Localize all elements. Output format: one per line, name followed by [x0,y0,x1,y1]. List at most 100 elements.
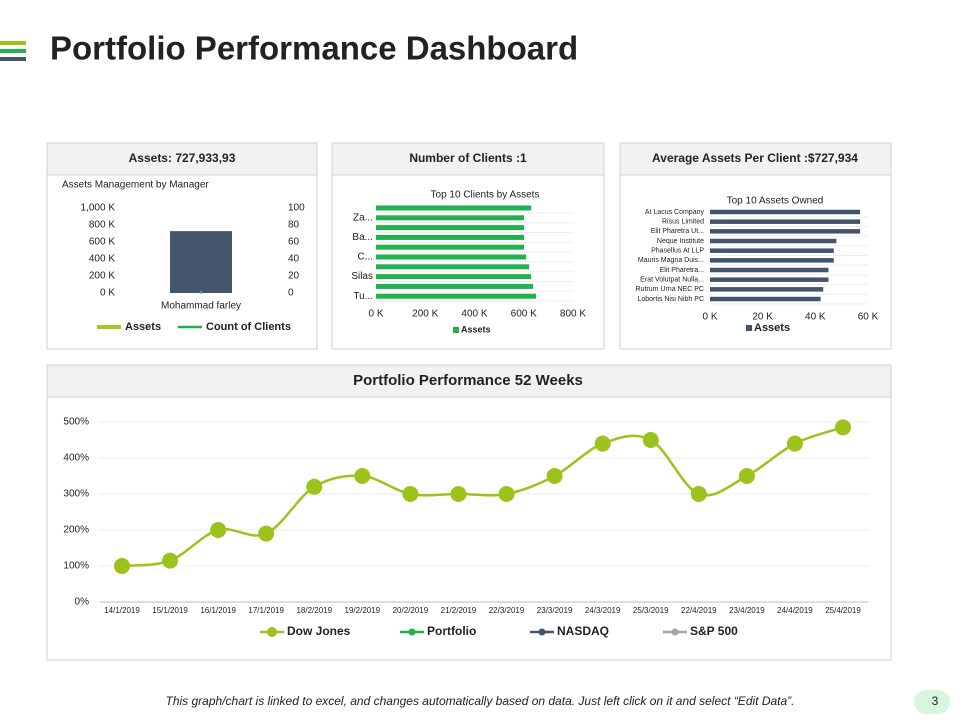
y-tick-label: Lobortis Nisi Nibh PC [637,296,704,303]
legend-label: Assets [125,321,161,333]
panel-title: Number of Clients :1 [409,151,527,165]
header-bar [0,49,26,53]
point [306,478,323,495]
legend-label: Portfolio [427,624,476,638]
bar [376,293,537,299]
y-tick-label: Ba... [352,232,373,243]
y-tick-label: C... [357,252,373,263]
panel [46,364,892,661]
y2-tick-label: 0 [288,288,294,299]
bar [376,264,530,270]
y-tick-label: Elit Pharetra Ut... [651,228,704,235]
legend-label: Dow Jones [287,624,351,638]
point [498,486,515,502]
legend-label: Count of Clients [206,321,291,333]
y-tick-label: 200% [63,525,89,536]
series-line [121,426,844,568]
footer-note: This graph/chart is linked to excel, and… [166,694,795,708]
bar [710,258,834,263]
y-tick-label: 1,000 K [81,203,116,214]
y2-tick-label: 20 [288,271,300,282]
line-point [199,290,203,294]
bar [710,296,821,302]
page-number-badge [914,690,950,714]
chart-title: Top 10 Clients by Assets [431,190,540,201]
y-tick-label: 100% [63,561,89,572]
bar [376,205,532,211]
point [450,486,467,502]
legend-swatch [453,327,459,333]
y2-tick-label: 80 [288,220,300,231]
header-bar [0,41,26,45]
x-tick-label: 20 K [752,312,773,323]
legend-label: NASDAQ [557,624,609,638]
x-tick-label: 25/4/2019 [825,606,861,615]
x-tick-label: 40 K [805,312,826,323]
page-number: 3 [932,694,939,708]
panel-header [46,364,892,398]
x-tick-label: 16/1/2019 [200,606,236,615]
legend-label: Assets [461,324,491,334]
bar [376,283,534,289]
x-tick-label: 24/4/2019 [777,606,813,615]
y-tick-label: At Lacus Company [645,209,705,216]
x-tick-label: 24/3/2019 [585,606,621,615]
bar [710,277,829,282]
chart-title: Top 10 Assets Owned [727,196,824,207]
y2-tick-label: 60 [288,237,300,248]
y-tick-label: Erat Volutpat Nulla... [640,277,704,284]
point [642,432,659,448]
x-tick-label: 25/3/2019 [633,606,669,615]
bar [376,234,524,240]
y2-tick-label: 100 [288,203,305,214]
bar [710,248,834,253]
x-tick-label: 18/2/2019 [296,606,332,615]
point [114,558,130,574]
panel-header [619,142,892,176]
y-tick-label: Mauris Magna Duis... [638,257,704,264]
bar [710,209,861,215]
point [835,419,851,436]
bar [710,229,861,234]
x-tick-label: 23/3/2019 [537,606,573,615]
panel-header [331,142,605,176]
point [402,486,419,502]
x-tick-label: 800 K [560,309,586,320]
panel-title: Portfolio Performance 52 Weeks [353,372,583,389]
y-tick-label: 500% [63,417,89,428]
x-tick-label: Mohammad farley [161,301,241,312]
legend-label: S&P 500 [690,624,738,638]
point [258,525,275,542]
legend-swatch [267,627,277,637]
x-tick-label: 15/1/2019 [152,606,188,615]
bar [376,244,524,250]
x-tick-label: 22/4/2019 [681,606,717,615]
legend-swatch [408,628,416,636]
y-tick-label: Elit Pharetra... [660,267,704,274]
x-tick-label: 17/1/2019 [248,606,284,615]
x-tick-label: 19/2/2019 [345,606,381,615]
legend-swatch [538,628,546,636]
panel-title: Assets: 727,933,93 [129,151,236,165]
y-tick-label: 0 K [100,288,115,299]
y-tick-label: Tu... [353,291,373,302]
bar [170,231,232,293]
chart-title: Assets Management by Manager [62,180,209,191]
bar [710,238,837,244]
bar [710,267,829,273]
x-tick-label: 200 K [412,309,438,320]
y-tick-label: 400% [63,453,89,464]
panel-title: Average Assets Per Client :$727,934 [652,151,858,165]
x-tick-label: 600 K [511,309,537,320]
y-tick-label: 200 K [89,271,115,282]
y-tick-label: Rutrum Urna NEC PC [636,286,704,293]
point [738,468,755,484]
page-title: Portfolio Performance Dashboard [50,30,578,67]
point [594,435,611,452]
x-tick-label: 14/1/2019 [104,606,140,615]
y-tick-label: 0% [75,597,90,608]
panel-header [46,142,318,176]
y-tick-label: Za... [353,212,373,223]
x-tick-label: 400 K [461,309,487,320]
